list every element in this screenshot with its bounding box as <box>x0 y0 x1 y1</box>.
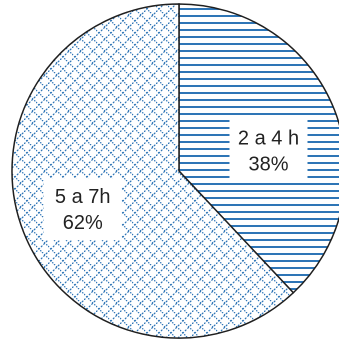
label-background <box>229 119 308 182</box>
pie-slice-2 <box>11 3 295 339</box>
label-background <box>43 178 122 241</box>
slice-percent-label: 38% <box>248 153 288 175</box>
slice-category-label: 5 a 7h <box>55 186 111 208</box>
slice-percent-label: 62% <box>63 212 103 234</box>
slice-category-label: 2 a 4 h <box>238 127 299 149</box>
pie-slice-label-1: 2 a 4 h 38% <box>229 119 308 182</box>
pie-slice-label-2: 5 a 7h 62% <box>43 178 122 241</box>
